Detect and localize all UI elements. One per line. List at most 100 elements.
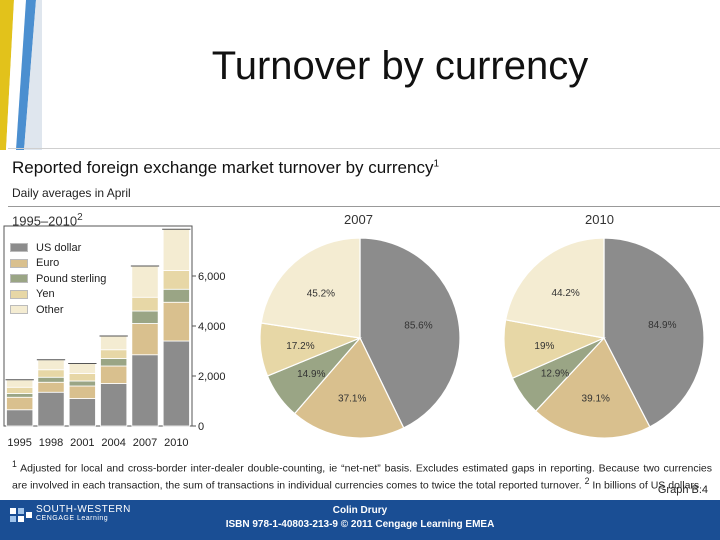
footer-bar: SOUTH-WESTERN CENGAGE Learning Colin Dru… xyxy=(0,500,720,540)
pie-value-label: 84.9% xyxy=(648,320,676,331)
footer-author: Colin Drury xyxy=(332,505,388,516)
pie-2007-title: 2007 xyxy=(344,212,373,227)
footnote-marker-2: 2 xyxy=(584,475,590,486)
pie-chart-2007: 85.6% 37.1% 14.9% 17.2% 45.2% xyxy=(259,237,461,439)
bar-segment xyxy=(37,359,65,371)
bar-segment xyxy=(37,376,65,383)
bar-segment xyxy=(162,228,190,271)
bar-segment xyxy=(100,335,128,351)
decorative-stripe xyxy=(0,0,42,150)
bar-panel-title-text: 1995–2010 xyxy=(12,213,78,229)
pie-slice xyxy=(504,237,605,339)
legend-swatch xyxy=(10,274,28,284)
legend-label: Other xyxy=(36,303,64,316)
bar-segment xyxy=(131,265,159,298)
x-tick-label: 2001 xyxy=(70,437,94,449)
bar-segment xyxy=(131,323,159,356)
publisher-name: SOUTH-WESTERN xyxy=(36,504,131,515)
legend-item: US dollar xyxy=(10,240,106,256)
pie-value-label: 39.1% xyxy=(582,393,610,404)
legend-swatch xyxy=(10,258,28,268)
legend-swatch xyxy=(10,289,28,299)
legend-label: Pound sterling xyxy=(36,272,107,285)
bar-segment xyxy=(6,396,34,411)
bar-panel-title: 1995–20102 xyxy=(12,212,83,228)
chart-legend: US dollar Euro Pound sterling Yen Other xyxy=(10,240,107,318)
title-divider xyxy=(8,148,720,149)
y-tick-label: 6,000 xyxy=(198,271,226,283)
graph-reference: Graph B.4 xyxy=(657,484,708,496)
publisher-subname: CENGAGE Learning xyxy=(36,515,109,522)
pie-slice xyxy=(603,237,705,428)
bar-segment xyxy=(6,386,34,394)
pie-slice xyxy=(260,237,361,339)
pie-slice xyxy=(293,336,405,439)
y-tick-label: 0 xyxy=(198,421,204,433)
legend-label: Euro xyxy=(36,257,60,270)
footnote-marker: 1 xyxy=(12,459,17,469)
bar-segment xyxy=(6,393,34,398)
pie-value-label: 45.2% xyxy=(307,288,335,299)
pie-2010-title: 2010 xyxy=(585,212,614,227)
pie-slice xyxy=(534,336,651,439)
pie-value-label: 37.1% xyxy=(338,393,366,404)
pie-value-label: 85.6% xyxy=(404,321,432,332)
bar-segment xyxy=(100,349,128,359)
legend-swatch xyxy=(10,243,28,253)
bar-segment xyxy=(100,365,128,384)
footnote: 1 Adjusted for local and cross-border in… xyxy=(12,458,712,491)
y-tick-label: 4,000 xyxy=(198,321,226,333)
bar-segment xyxy=(68,363,96,374)
legend-swatch xyxy=(10,305,28,315)
panel-divider xyxy=(8,206,720,207)
slide-title: Turnover by currency xyxy=(211,44,589,88)
bar-segment xyxy=(162,340,190,427)
bar-segment xyxy=(68,385,96,399)
publisher-logo-icon xyxy=(10,508,32,522)
figure-title-sup: 1 xyxy=(433,158,440,170)
legend-item: Pound sterling xyxy=(10,271,106,287)
legend-item: Yen xyxy=(10,287,106,303)
bar-segment xyxy=(131,296,159,312)
footnote-text-2: In billions of US dollars. xyxy=(592,479,703,491)
legend-item: Euro xyxy=(10,256,106,272)
legend-label: Yen xyxy=(36,288,55,301)
bar-segment xyxy=(131,354,159,427)
bar-segment xyxy=(100,358,128,367)
bar-segment xyxy=(6,379,34,388)
x-tick-label: 2010 xyxy=(164,437,188,449)
legend-label: US dollar xyxy=(36,241,82,254)
pie-chart-2010: 84.9% 39.1% 12.9% 19% 44.2% xyxy=(503,237,705,439)
bar-segment xyxy=(68,398,96,427)
bar-segment xyxy=(37,369,65,378)
x-tick-label: 2007 xyxy=(133,437,157,449)
pie-value-label: 44.2% xyxy=(551,288,579,299)
bar-segment xyxy=(37,381,65,393)
stacked-bar-chart: 0 2,000 4,000 6,000 1995 1998 2001 2004 2007 2010 xyxy=(3,225,226,449)
bar-panel-title-sup: 2 xyxy=(77,212,83,223)
bar-segment xyxy=(162,301,190,342)
pie-value-label: 17.2% xyxy=(286,341,314,352)
y-tick-label: 2,000 xyxy=(198,371,226,383)
legend-item: Other xyxy=(10,302,106,318)
bar-segment xyxy=(162,288,190,303)
x-tick-label: 1998 xyxy=(39,437,63,449)
pie-slice xyxy=(359,237,461,429)
bar-segment xyxy=(6,409,34,427)
x-tick-label: 2004 xyxy=(101,437,125,449)
figure-title-text: Reported foreign exchange market turnove… xyxy=(12,158,434,177)
bar-segment xyxy=(131,310,159,324)
pie-value-label: 14.9% xyxy=(297,369,325,380)
figure-title: Reported foreign exchange market turnove… xyxy=(12,158,439,178)
bar-segment xyxy=(68,373,96,382)
bar-segment xyxy=(100,383,128,427)
x-tick-label: 1995 xyxy=(7,437,31,449)
pie-value-label: 19% xyxy=(534,341,554,352)
bar-segment xyxy=(68,380,96,387)
footer-isbn: ISBN 978-1-40803-213-9 © 2011 Cengage Le… xyxy=(225,519,495,530)
bar-segment xyxy=(37,391,65,427)
footnote-text: Adjusted for local and cross-border inte… xyxy=(12,462,712,491)
bar-segment xyxy=(162,270,190,290)
pie-value-label: 12.9% xyxy=(541,369,569,380)
figure-subtitle: Daily averages in April xyxy=(12,186,131,200)
